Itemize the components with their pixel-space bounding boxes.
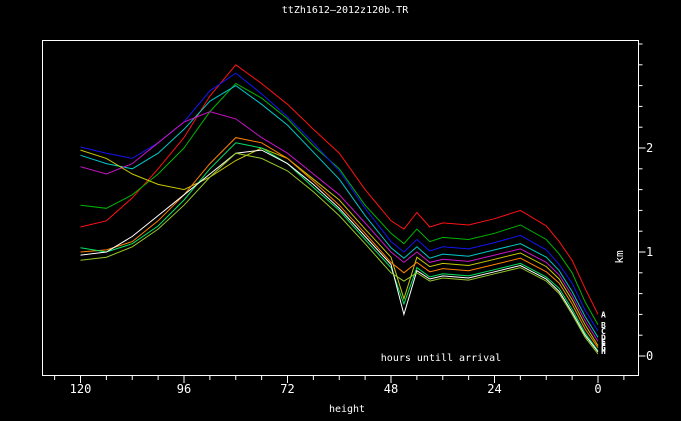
x-axis-ticks	[54, 375, 625, 383]
y-axis-caption: km	[613, 250, 626, 264]
chart-title: ttZh1612—2012z120b.TR	[282, 5, 409, 16]
x-axis-caption: height	[329, 404, 365, 415]
x-tick-labels: 120 96 72 48 24 0	[70, 382, 602, 396]
curve-letter-D: D	[601, 333, 606, 342]
series-line-B	[80, 82, 599, 326]
x-tick-label-0: 0	[594, 382, 601, 396]
curve-letter-F: F	[601, 342, 606, 351]
plot-frame	[42, 40, 639, 376]
x-tick-label-96: 96	[177, 382, 191, 396]
y-tick-labels: 0 1 2	[646, 141, 653, 363]
series-line-E	[80, 111, 599, 342]
series-line-H	[80, 142, 599, 352]
series-line-C	[80, 72, 599, 332]
series-line-F	[80, 147, 599, 346]
curve-letter-A: A	[601, 310, 606, 319]
series-line-A	[80, 64, 599, 315]
series-lines	[80, 64, 599, 355]
y-tick-label-2: 2	[646, 141, 653, 155]
hours-annotation: hours untill arrival	[381, 353, 501, 364]
curve-letter-E: E	[601, 337, 606, 346]
y-tick-label-0: 0	[646, 349, 653, 363]
x-tick-label-120: 120	[70, 382, 92, 396]
series-line-x9	[80, 152, 599, 355]
curve-letter-C: C	[601, 327, 606, 336]
y-axis-ticks	[638, 43, 646, 357]
curve-letter-B: B	[601, 321, 606, 330]
x-tick-label-72: 72	[280, 382, 294, 396]
y-tick-label-1: 1	[646, 245, 653, 259]
series-line-D	[80, 85, 599, 338]
series-line-x8	[80, 149, 599, 353]
curve-letter-G: G	[601, 344, 606, 353]
x-tick-label-48: 48	[384, 382, 398, 396]
x-tick-label-24: 24	[487, 382, 501, 396]
curve-letter-H: H	[601, 347, 606, 356]
